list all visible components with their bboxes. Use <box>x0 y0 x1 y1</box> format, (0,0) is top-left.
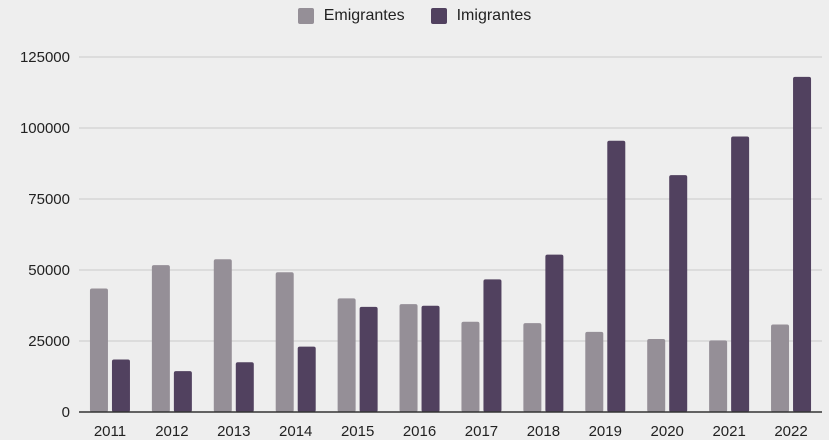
bar-imigrantes-2021 <box>731 136 750 412</box>
x-tick-label: 2018 <box>527 423 560 440</box>
bar-imigrantes-2020 <box>669 175 688 412</box>
bar-imigrantes-2022 <box>793 76 812 412</box>
x-tick-label: 2022 <box>774 423 807 440</box>
bar-imigrantes-2012 <box>173 371 192 412</box>
bar-imigrantes-2015 <box>359 306 378 412</box>
bar-emigrantes-2012 <box>151 265 170 412</box>
bar-emigrantes-2011 <box>89 288 108 412</box>
y-tick-label: 0 <box>62 404 70 421</box>
y-tick-label: 50000 <box>28 262 70 279</box>
bar-emigrantes-2017 <box>461 321 480 412</box>
bar-emigrantes-2020 <box>647 339 666 412</box>
y-tick-label: 100000 <box>20 120 70 137</box>
bar-emigrantes-2014 <box>275 272 294 412</box>
x-tick-label: 2015 <box>341 423 374 440</box>
x-tick-label: 2020 <box>651 423 684 440</box>
x-tick-label: 2011 <box>94 423 126 440</box>
bar-imigrantes-2019 <box>607 140 626 412</box>
bar-emigrantes-2018 <box>523 323 542 412</box>
bar-imigrantes-2016 <box>421 305 440 412</box>
bar-emigrantes-2019 <box>585 331 604 412</box>
x-tick-label: 2014 <box>279 423 312 440</box>
bar-imigrantes-2014 <box>297 346 316 412</box>
bar-emigrantes-2015 <box>337 298 356 412</box>
x-tick-label: 2016 <box>403 423 436 440</box>
legend: Emigrantes Imigrantes <box>0 7 829 25</box>
legend-item-emigrantes: Emigrantes <box>297 7 405 25</box>
bar-imigrantes-2018 <box>545 254 564 412</box>
x-tick-label: 2019 <box>589 423 622 440</box>
bar-emigrantes-2022 <box>771 324 790 412</box>
bar-emigrantes-2021 <box>709 340 728 412</box>
y-tick-label: 75000 <box>28 191 70 208</box>
bar-emigrantes-2016 <box>399 304 418 412</box>
y-tick-label: 25000 <box>28 333 70 350</box>
legend-swatch-imigrantes <box>430 8 447 24</box>
bar-imigrantes-2017 <box>483 279 502 412</box>
bar-imigrantes-2013 <box>235 362 254 412</box>
legend-item-imigrantes: Imigrantes <box>430 7 532 25</box>
x-tick-label: 2012 <box>155 423 188 440</box>
x-tick-label: 2021 <box>712 423 745 440</box>
legend-label-imigrantes: Imigrantes <box>456 7 532 24</box>
x-tick-label: 2013 <box>217 423 250 440</box>
bar-emigrantes-2013 <box>213 259 232 412</box>
x-tick-label: 2017 <box>465 423 498 440</box>
legend-swatch-emigrantes <box>297 8 314 24</box>
legend-label-emigrantes: Emigrantes <box>323 7 405 24</box>
bar-imigrantes-2011 <box>111 359 130 412</box>
y-tick-label: 125000 <box>20 49 70 66</box>
